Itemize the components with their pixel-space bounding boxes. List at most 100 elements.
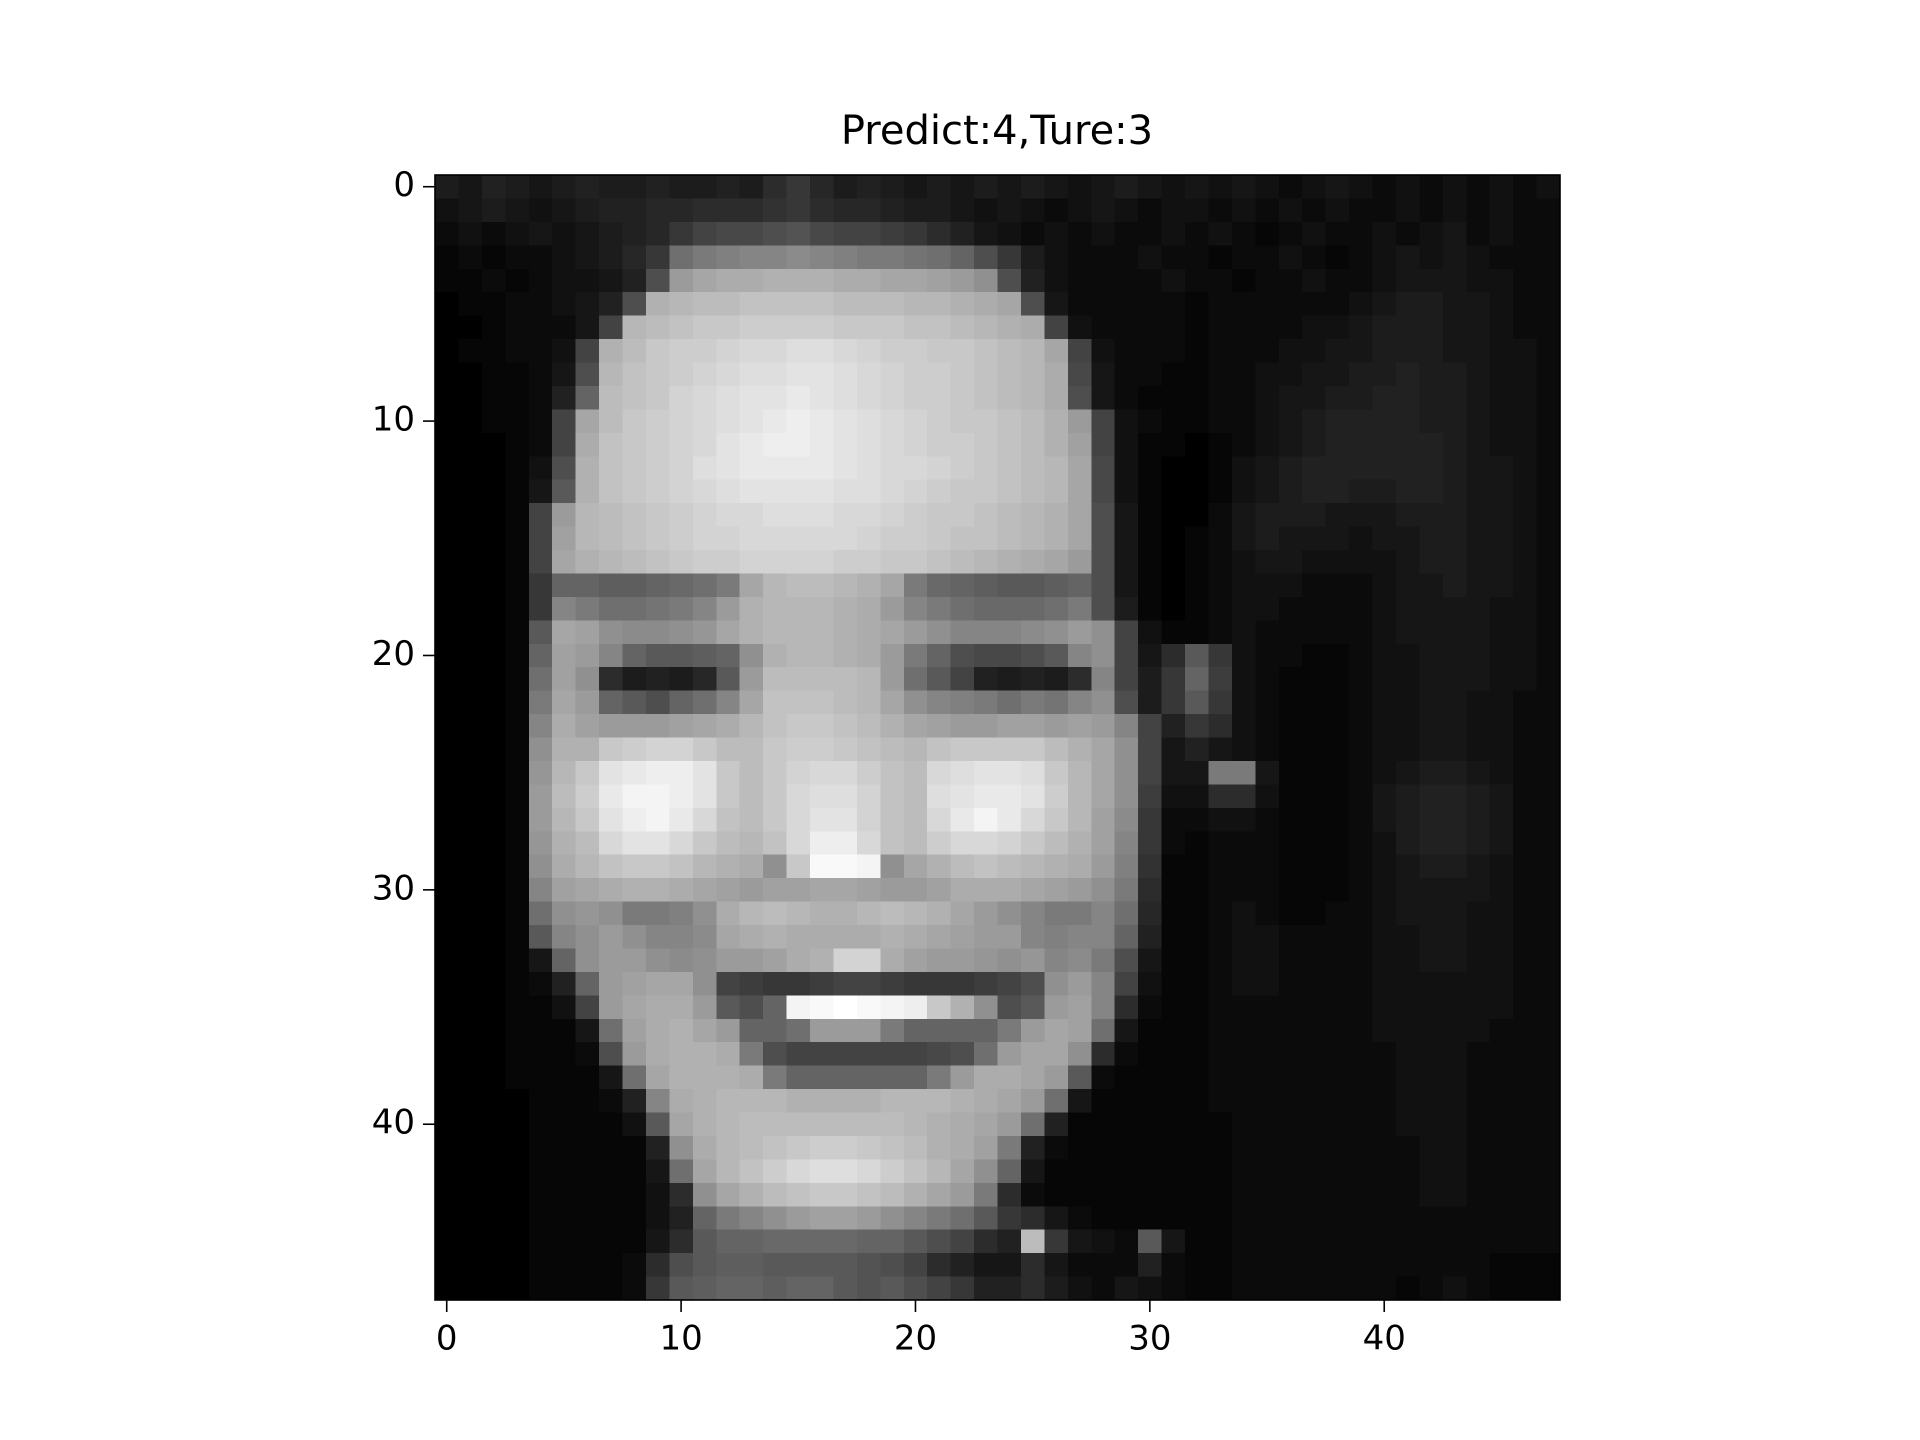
pixel xyxy=(552,667,577,692)
pixel xyxy=(786,878,811,903)
pixel xyxy=(1395,550,1420,575)
pixel xyxy=(1185,760,1210,785)
pixel xyxy=(856,198,881,223)
pixel xyxy=(1278,643,1303,668)
pixel xyxy=(903,1253,928,1278)
pixel xyxy=(739,1253,764,1278)
pixel xyxy=(481,1206,506,1231)
pixel xyxy=(997,221,1022,246)
pixel xyxy=(1302,456,1327,481)
pixel xyxy=(1372,1135,1397,1160)
pixel xyxy=(1067,1042,1092,1067)
pixel xyxy=(1349,456,1374,481)
pixel xyxy=(950,526,975,551)
pixel xyxy=(1513,245,1538,270)
pixel xyxy=(1091,1206,1116,1231)
pixel xyxy=(1536,456,1561,481)
pixel xyxy=(1231,175,1256,200)
pixel xyxy=(1489,807,1514,832)
pixel xyxy=(599,901,624,926)
pixel xyxy=(950,550,975,575)
pixel xyxy=(880,1229,905,1254)
pixel xyxy=(1161,362,1186,387)
pixel xyxy=(552,854,577,879)
pixel xyxy=(481,620,506,645)
pixel xyxy=(505,760,530,785)
pixel xyxy=(974,784,999,809)
pixel xyxy=(997,315,1022,340)
pixel xyxy=(1372,737,1397,762)
pixel xyxy=(1325,315,1350,340)
pixel xyxy=(1114,1229,1139,1254)
pixel xyxy=(528,831,553,856)
pixel xyxy=(1466,925,1491,950)
pixel xyxy=(1208,878,1233,903)
pixel xyxy=(880,784,905,809)
pixel xyxy=(1489,573,1514,598)
pixel xyxy=(1138,385,1163,410)
pixel xyxy=(1325,1135,1350,1160)
pixel xyxy=(669,1276,694,1301)
pixel xyxy=(1536,1276,1561,1301)
pixel xyxy=(1208,690,1233,715)
pixel xyxy=(1255,620,1280,645)
pixel xyxy=(505,1206,530,1231)
pixel xyxy=(1255,1229,1280,1254)
pixel xyxy=(622,667,647,692)
pixel xyxy=(622,643,647,668)
pixel xyxy=(622,1159,647,1184)
pixel xyxy=(1513,385,1538,410)
pixel xyxy=(692,971,717,996)
pixel xyxy=(1466,1253,1491,1278)
pixel xyxy=(622,409,647,434)
pixel xyxy=(1278,1276,1303,1301)
pixel xyxy=(1395,854,1420,879)
pixel xyxy=(950,901,975,926)
pixel xyxy=(950,1065,975,1090)
pixel xyxy=(1372,456,1397,481)
pixel xyxy=(1255,221,1280,246)
pixel xyxy=(1419,831,1444,856)
pixel xyxy=(528,620,553,645)
pixel xyxy=(880,362,905,387)
pixel xyxy=(505,1018,530,1043)
pixel xyxy=(1067,878,1092,903)
pixel xyxy=(1325,526,1350,551)
pixel xyxy=(1208,198,1233,223)
pixel xyxy=(599,878,624,903)
pixel xyxy=(1208,737,1233,762)
pixel xyxy=(599,1276,624,1301)
pixel xyxy=(552,292,577,317)
pixel xyxy=(1302,198,1327,223)
pixel xyxy=(1185,854,1210,879)
pixel xyxy=(833,362,858,387)
pixel xyxy=(833,479,858,504)
pixel xyxy=(505,456,530,481)
pixel xyxy=(552,643,577,668)
pixel xyxy=(1091,550,1116,575)
pixel xyxy=(505,1182,530,1207)
pixel xyxy=(1536,995,1561,1020)
pixel xyxy=(1278,901,1303,926)
pixel xyxy=(599,596,624,621)
pixel xyxy=(669,1206,694,1231)
pixel xyxy=(1044,221,1069,246)
pixel xyxy=(1278,503,1303,528)
pixel xyxy=(1138,901,1163,926)
pixel xyxy=(833,1112,858,1137)
pixel xyxy=(1255,643,1280,668)
pixel xyxy=(1325,1253,1350,1278)
pixel xyxy=(739,1112,764,1137)
pixel xyxy=(1138,1089,1163,1114)
pixel xyxy=(716,526,741,551)
pixel xyxy=(528,339,553,364)
pixel xyxy=(833,315,858,340)
pixel xyxy=(880,1182,905,1207)
pixel xyxy=(458,807,483,832)
pixel xyxy=(458,620,483,645)
pixel xyxy=(739,362,764,387)
pixel xyxy=(481,667,506,692)
pixel xyxy=(645,831,670,856)
y-tick-label: 0 xyxy=(393,165,415,205)
